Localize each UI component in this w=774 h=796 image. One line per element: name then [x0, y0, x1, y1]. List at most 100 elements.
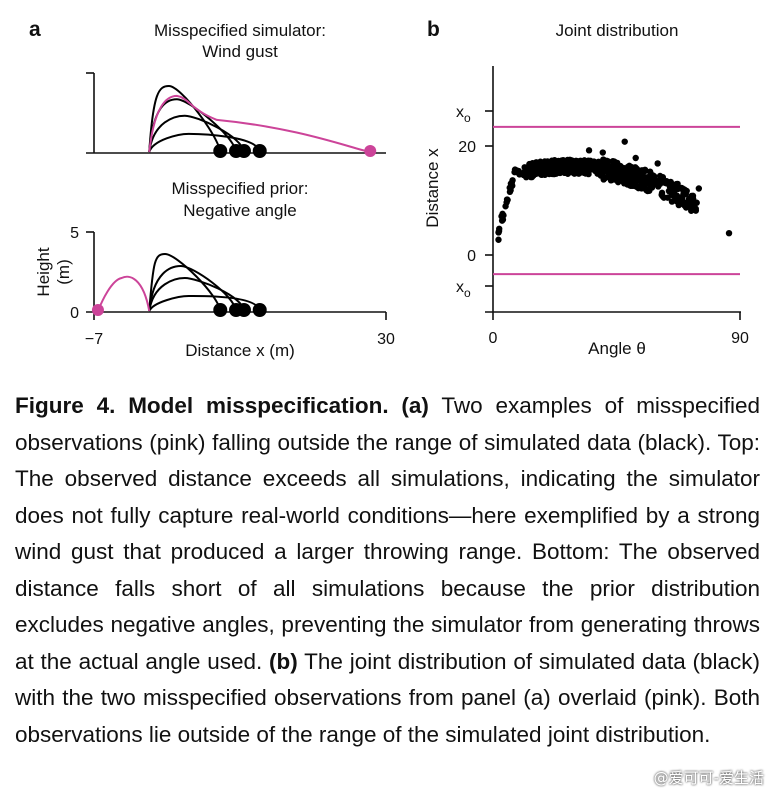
panel-b-xtick-90: 90 — [731, 330, 749, 347]
figure-caption: Figure 4. Model misspecification. (a) Tw… — [15, 388, 760, 753]
panel-b-label: b — [427, 18, 440, 41]
scatter-point — [688, 207, 695, 214]
scatter-point — [650, 173, 658, 180]
scatter-point — [695, 185, 703, 192]
simulated-landing-point — [213, 303, 228, 317]
scatter-point — [653, 181, 660, 188]
scatter-point — [578, 168, 585, 176]
scatter-point — [571, 163, 578, 170]
scatter-point — [609, 157, 617, 165]
scatter-point — [668, 189, 675, 197]
xtick-right: 30 — [377, 331, 395, 348]
scatter-point — [689, 199, 696, 206]
panel-a-top-title-line2: Wind gust — [202, 42, 278, 61]
caption-text-b: The joint distribution of simulated data… — [15, 648, 760, 747]
scatter-point — [591, 167, 599, 175]
scatter-point — [621, 138, 628, 145]
scatter-point — [506, 188, 514, 196]
scatter-point — [682, 204, 690, 211]
scatter-point — [664, 194, 671, 201]
simulated-trajectory — [148, 84, 222, 153]
panel-b-xtick-0: 0 — [489, 330, 498, 347]
scatter-point — [559, 157, 567, 164]
scatter-point — [566, 156, 574, 163]
scatter-point — [585, 147, 593, 154]
scatter-point — [577, 157, 585, 165]
scatter-point — [590, 158, 598, 165]
observed-trajectory — [148, 94, 371, 153]
scatter-point — [611, 176, 618, 183]
scatter-point — [668, 198, 676, 205]
watermark-text: @爱可可-爱生活 — [653, 769, 764, 787]
simulated-trajectory — [148, 276, 245, 312]
panel-a-top-plot — [86, 72, 386, 158]
panel-a-ylabel-line2: (m) — [54, 259, 73, 284]
panel-b-ytick-xo-top: xo — [456, 104, 471, 125]
scatter-point — [625, 169, 633, 177]
simulated-trajectory — [148, 252, 222, 312]
xtick-left: −7 — [85, 331, 103, 348]
scatter-point — [585, 157, 592, 164]
simulated-trajectory — [148, 294, 261, 312]
panel-b-ytick-20: 20 — [458, 139, 476, 156]
scatter-point — [725, 230, 733, 237]
scatter-point — [597, 169, 604, 176]
scatter-point — [675, 185, 682, 192]
scatter-point — [495, 229, 502, 236]
simulated-trajectory — [148, 264, 238, 312]
simulated-landing-point — [236, 144, 251, 158]
panel-b-plot — [485, 66, 741, 320]
panel-b-title: Joint distribution — [556, 21, 679, 40]
caption-title: Figure 4. Model misspecification. — [15, 393, 389, 418]
scatter-point — [541, 171, 548, 178]
panel-a-top-title-line1: Misspecified simulator: — [154, 21, 326, 40]
observed-landing-point — [91, 304, 104, 316]
panel-b-ytick-xo-bottom: xo — [456, 279, 471, 300]
scatter-point — [631, 174, 639, 181]
panel-a-bottom-title-line2: Negative angle — [183, 201, 296, 220]
scatter-point — [564, 163, 572, 171]
simulated-trajectory — [148, 132, 261, 153]
scatter-point — [644, 187, 651, 195]
scatter-point — [688, 192, 695, 200]
scatter-point — [673, 198, 681, 205]
ytick-0: 0 — [70, 305, 79, 322]
simulated-landing-point — [252, 144, 267, 158]
scatter-point — [522, 165, 530, 172]
scatter-point — [553, 160, 560, 167]
scatter-point — [546, 159, 554, 166]
scatter-point — [642, 181, 649, 188]
scatter-point — [598, 160, 606, 168]
scatter-point — [584, 163, 592, 170]
observed-trajectory — [97, 275, 151, 312]
simulated-landing-point — [213, 144, 228, 158]
panel-a-bottom-plot — [86, 231, 387, 320]
scatter-point — [515, 167, 522, 175]
scatter-point — [639, 168, 647, 176]
panel-b-ylabel: Distance x — [423, 148, 442, 228]
panel-b-xlabel: Angle θ — [588, 339, 646, 358]
scatter-point — [666, 179, 673, 187]
panel-b-ytick-0: 0 — [467, 248, 476, 265]
scatter-point — [616, 168, 623, 176]
scatter-point — [502, 203, 509, 210]
scatter-point — [604, 173, 612, 180]
scatter-point — [532, 163, 539, 170]
panel-a-ylabel-line1: Height — [34, 247, 53, 296]
scatter-point — [654, 160, 661, 167]
simulated-landing-point — [252, 303, 267, 317]
scatter-point — [495, 236, 502, 243]
caption-label-b: (b) — [269, 648, 298, 674]
figure-4: a Misspecified simulator: Wind gust Miss… — [29, 18, 749, 360]
scatter-point — [632, 154, 639, 162]
scatter-point — [620, 164, 627, 172]
scatter-point — [617, 175, 625, 183]
observed-landing-point — [364, 145, 377, 157]
scatter-point — [504, 196, 511, 204]
scatter-point — [630, 180, 637, 187]
scatter-point — [509, 182, 516, 189]
caption-label-a: (a) — [401, 393, 429, 418]
caption-text-a: Two examples of misspecified observation… — [15, 393, 760, 674]
panel-a-label: a — [29, 18, 41, 41]
simulated-landing-point — [236, 303, 251, 317]
